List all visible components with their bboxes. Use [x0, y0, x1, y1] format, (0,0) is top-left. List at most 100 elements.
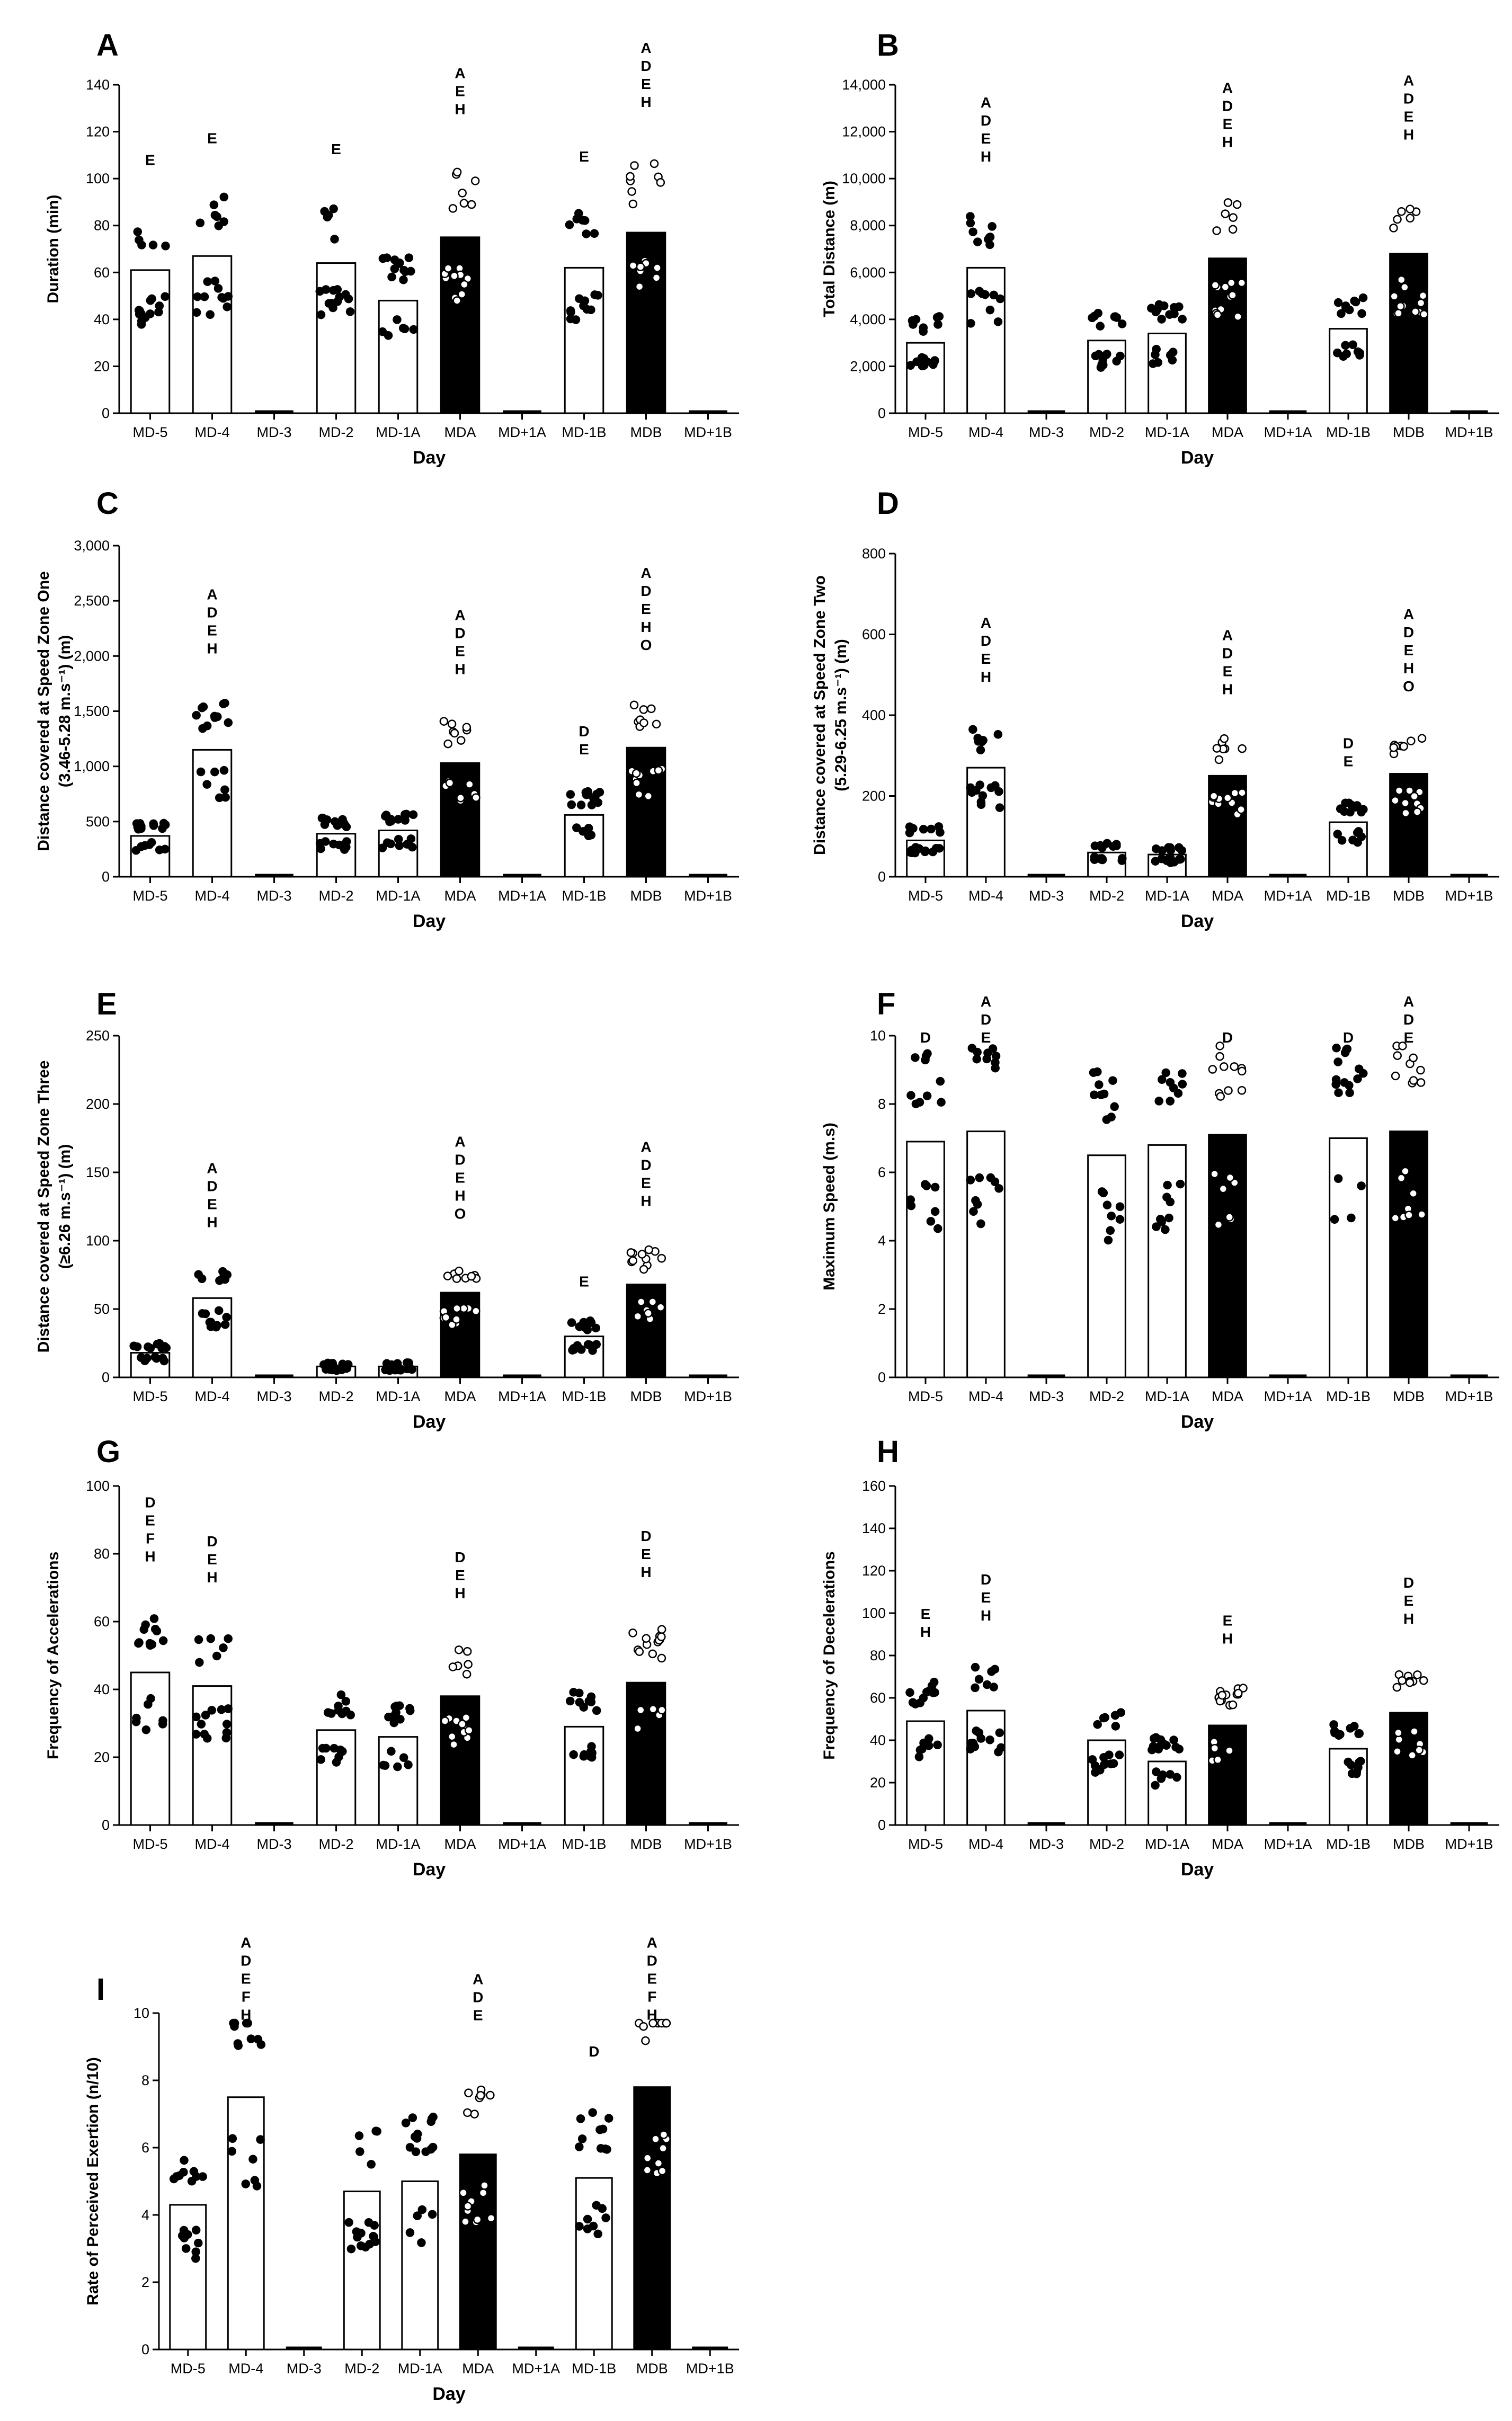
data-point	[223, 302, 232, 311]
data-point	[931, 843, 941, 853]
data-point	[575, 2222, 584, 2231]
data-point	[657, 1653, 666, 1663]
data-point	[147, 294, 156, 304]
data-point	[393, 1762, 402, 1772]
significance-letter: D	[241, 1953, 251, 1969]
y-tick-label: 1,000	[74, 759, 110, 775]
data-point	[915, 1746, 925, 1755]
data-point	[565, 220, 574, 229]
panel-letter: F	[877, 987, 895, 1021]
significance-letter: O	[1403, 678, 1415, 695]
panel-a: A 0 20 40 60 80 100 120 140 Duration (min) Day MD-5…	[45, 28, 739, 468]
data-point	[1225, 1173, 1235, 1182]
data-point	[402, 1364, 411, 1374]
data-point	[1096, 322, 1105, 331]
x-tick-label: MD-5	[908, 888, 943, 904]
data-point	[907, 845, 917, 855]
significance-letter: H	[641, 1192, 651, 1209]
data-point	[194, 2238, 203, 2248]
data-point	[1110, 312, 1119, 322]
data-point	[135, 1638, 144, 1647]
data-point	[583, 2214, 592, 2224]
data-point	[1346, 1724, 1355, 1733]
significance-letter: E	[981, 651, 991, 667]
x-tick-label: MD+1B	[686, 2361, 734, 2377]
data-point	[1409, 1053, 1418, 1063]
data-point	[639, 1265, 648, 1274]
data-point	[966, 319, 975, 328]
data-point	[472, 793, 481, 802]
data-point	[220, 785, 229, 794]
data-point	[922, 1687, 931, 1697]
significance-letter: E	[455, 1567, 465, 1583]
data-point	[651, 2134, 660, 2144]
y-tick-label: 0	[102, 405, 110, 421]
data-point	[1333, 298, 1343, 307]
significance-letter: F	[647, 1989, 656, 2005]
significance-letter: D	[455, 1151, 465, 1168]
data-point	[1342, 1045, 1351, 1054]
data-point	[342, 842, 351, 852]
bar-mdb	[633, 2086, 671, 2351]
data-point	[210, 713, 219, 722]
x-tick-label: MD-3	[1029, 1836, 1064, 1852]
data-point	[1334, 1088, 1343, 1097]
x-tick-label: MD+1B	[684, 1836, 732, 1852]
x-tick-label: MD-3	[1029, 1388, 1064, 1404]
data-point	[1341, 303, 1350, 313]
x-axis-label: Day	[413, 448, 446, 468]
data-point	[1230, 1062, 1239, 1071]
data-point	[1233, 312, 1242, 321]
data-point	[1166, 1078, 1175, 1087]
data-point	[342, 822, 351, 831]
x-tick-label: MDB	[1393, 1836, 1425, 1852]
data-point	[207, 1706, 216, 1715]
data-point	[1225, 1213, 1234, 1222]
data-point	[1394, 309, 1403, 318]
bar-md-4	[966, 1710, 1006, 1826]
data-point	[650, 159, 659, 168]
data-point	[404, 1760, 413, 1769]
data-point	[1101, 1759, 1110, 1768]
data-point	[936, 1076, 945, 1086]
y-tick-label: 6	[878, 1164, 886, 1180]
significance-letter: H	[1403, 660, 1414, 677]
panel-letter: A	[96, 28, 119, 63]
data-point	[1115, 1750, 1124, 1759]
data-point	[1332, 1044, 1341, 1053]
y-tick-label: 400	[862, 707, 886, 723]
data-point	[966, 289, 975, 298]
data-point	[133, 227, 143, 236]
data-point	[387, 1747, 396, 1756]
data-point	[357, 2229, 366, 2238]
data-point	[328, 303, 337, 313]
data-point	[1107, 1112, 1116, 1122]
data-point	[971, 1683, 980, 1693]
significance-letter: D	[145, 1494, 155, 1510]
significance-letter: E	[981, 1589, 991, 1606]
significance-letter: D	[455, 625, 465, 641]
data-point	[919, 824, 928, 834]
significance-letter: E	[921, 1606, 931, 1622]
data-point	[221, 1733, 231, 1743]
data-point	[991, 1052, 1001, 1061]
x-tick-label: MD-1A	[376, 1388, 420, 1404]
x-tick-label: MDA	[1212, 1836, 1243, 1852]
data-point	[316, 310, 326, 319]
data-point	[636, 262, 645, 271]
significance-letter: D	[641, 583, 651, 599]
significance-letter: A	[1403, 993, 1414, 1010]
data-point	[1212, 744, 1222, 753]
data-point	[486, 2090, 495, 2100]
significance-letter: H	[641, 94, 651, 110]
data-point	[575, 1688, 584, 1698]
data-point	[1215, 1052, 1224, 1061]
data-point	[1220, 734, 1229, 743]
data-point	[905, 1688, 914, 1697]
data-point	[1410, 791, 1419, 801]
data-point	[253, 2035, 263, 2044]
significance-letter: D	[981, 1011, 991, 1028]
data-point	[972, 1726, 981, 1735]
data-point	[1164, 1213, 1173, 1223]
data-point	[141, 1725, 151, 1734]
